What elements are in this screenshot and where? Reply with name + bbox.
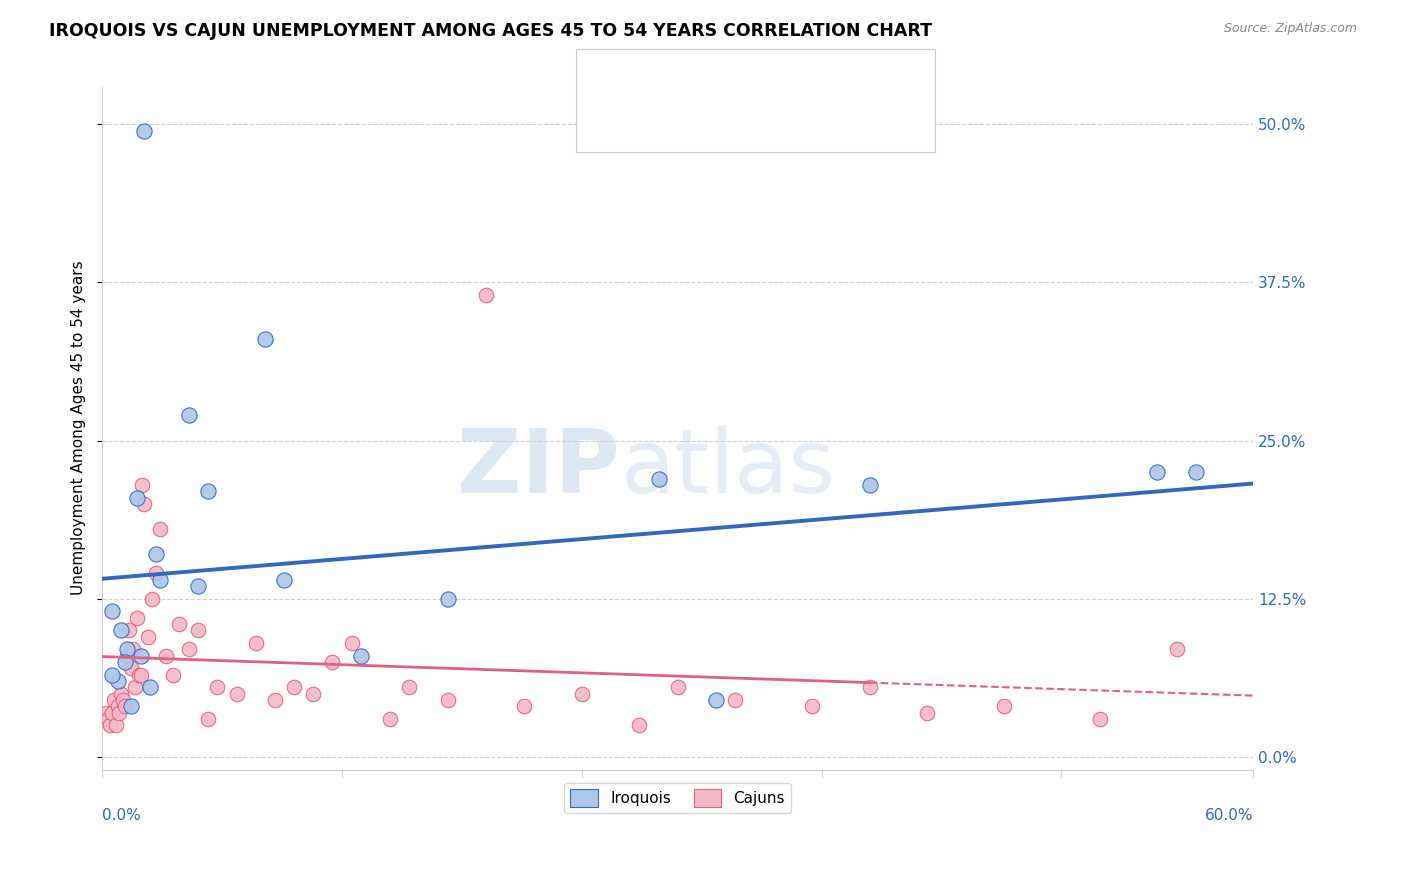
Point <box>94 706 117 720</box>
Point <box>513 699 536 714</box>
Point <box>704 693 727 707</box>
Point <box>112 693 135 707</box>
Point <box>225 687 247 701</box>
Point <box>145 566 167 581</box>
Text: IROQUOIS VS CAJUN UNEMPLOYMENT AMONG AGES 45 TO 54 YEARS CORRELATION CHART: IROQUOIS VS CAJUN UNEMPLOYMENT AMONG AGE… <box>49 22 932 40</box>
Point <box>108 706 131 720</box>
Point <box>197 484 219 499</box>
Point <box>107 699 129 714</box>
Point <box>187 579 209 593</box>
Point <box>129 648 152 663</box>
Point <box>197 712 219 726</box>
Legend: Iroquois, Cajuns: Iroquois, Cajuns <box>564 783 792 814</box>
Point <box>118 624 141 638</box>
Point <box>141 591 163 606</box>
Point <box>245 636 267 650</box>
Point <box>128 667 150 681</box>
Text: N = 54: N = 54 <box>797 118 859 136</box>
Point <box>124 681 146 695</box>
Point <box>302 687 325 701</box>
Text: 0.0%: 0.0% <box>103 808 141 823</box>
Point <box>110 624 132 638</box>
Point <box>104 718 127 732</box>
Point <box>101 706 124 720</box>
Point <box>398 681 420 695</box>
Text: R = 0.191: R = 0.191 <box>637 75 720 93</box>
Point <box>858 478 880 492</box>
Point <box>139 681 162 695</box>
Point <box>340 636 363 650</box>
Point <box>120 661 142 675</box>
Point <box>134 123 156 137</box>
Point <box>177 409 200 423</box>
Point <box>1166 642 1188 657</box>
Point <box>436 693 458 707</box>
Point <box>475 288 498 302</box>
Text: atlas: atlas <box>620 425 835 513</box>
Point <box>177 642 200 657</box>
Point <box>129 667 152 681</box>
Point <box>254 333 277 347</box>
Point <box>98 718 121 732</box>
Point <box>915 706 938 720</box>
Point <box>103 693 125 707</box>
Point <box>115 642 138 657</box>
Point <box>120 699 142 714</box>
Point <box>115 648 138 663</box>
Point <box>283 681 305 695</box>
Point <box>378 712 401 726</box>
Point <box>114 699 136 714</box>
Point <box>97 712 120 726</box>
Point <box>801 699 824 714</box>
Point <box>101 604 124 618</box>
Point <box>134 497 156 511</box>
Point <box>122 642 145 657</box>
Point <box>114 655 136 669</box>
Point <box>187 624 209 638</box>
Point <box>125 611 148 625</box>
Point <box>993 699 1015 714</box>
Point <box>107 673 129 688</box>
Text: N = 25: N = 25 <box>797 75 859 93</box>
Point <box>1088 712 1111 726</box>
Point <box>724 693 747 707</box>
Point <box>1146 465 1168 479</box>
Point <box>273 573 295 587</box>
Text: R = 0.113: R = 0.113 <box>637 118 720 136</box>
Point <box>350 648 373 663</box>
Point <box>666 681 689 695</box>
Point <box>263 693 285 707</box>
Point <box>436 591 458 606</box>
Point <box>628 718 651 732</box>
Text: Source: ZipAtlas.com: Source: ZipAtlas.com <box>1223 22 1357 36</box>
Point <box>145 548 167 562</box>
Point <box>571 687 593 701</box>
Y-axis label: Unemployment Among Ages 45 to 54 years: Unemployment Among Ages 45 to 54 years <box>72 260 86 595</box>
Point <box>167 617 190 632</box>
Point <box>149 573 172 587</box>
Point <box>136 630 159 644</box>
Point <box>321 655 343 669</box>
Text: ZIP: ZIP <box>457 425 620 513</box>
Point <box>1184 465 1206 479</box>
Point <box>110 687 132 701</box>
Point <box>149 522 172 536</box>
Point <box>162 667 184 681</box>
Point <box>858 681 880 695</box>
Point <box>125 491 148 505</box>
Text: 60.0%: 60.0% <box>1205 808 1253 823</box>
Point <box>207 681 229 695</box>
Point <box>131 478 153 492</box>
Point <box>647 472 669 486</box>
Point <box>101 667 124 681</box>
Point <box>155 648 177 663</box>
